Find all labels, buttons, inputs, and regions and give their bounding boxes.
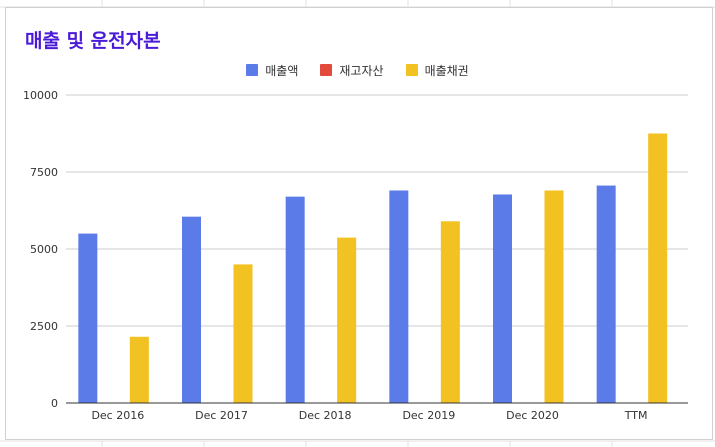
bar-sales[interactable] bbox=[182, 216, 201, 403]
legend-swatch-inventory bbox=[320, 64, 333, 76]
bar-receivables[interactable] bbox=[648, 133, 668, 404]
bar-sales[interactable] bbox=[285, 196, 305, 403]
legend-item-sales[interactable]: 매출액 bbox=[246, 62, 298, 79]
chart-card[interactable] bbox=[5, 7, 713, 440]
y-tick-label: 2500 bbox=[30, 320, 58, 333]
bar-sales[interactable] bbox=[493, 194, 512, 403]
y-tick-label: 10000 bbox=[23, 89, 58, 102]
x-tick-label: TTM bbox=[624, 409, 648, 422]
y-tick-label: 5000 bbox=[30, 243, 58, 256]
bar-receivables[interactable] bbox=[337, 237, 357, 403]
bar-receivables[interactable] bbox=[129, 336, 149, 403]
bar-receivables[interactable] bbox=[233, 264, 253, 403]
x-tick-label: Dec 2016 bbox=[91, 409, 144, 422]
bar-receivables[interactable] bbox=[440, 221, 460, 403]
legend-label-sales: 매출액 bbox=[265, 63, 299, 78]
x-tick-label: Dec 2020 bbox=[506, 409, 559, 422]
legend-swatch-sales bbox=[246, 64, 259, 76]
x-tick-label: Dec 2018 bbox=[299, 409, 352, 422]
legend-label-receivables: 매출채권 bbox=[424, 63, 469, 78]
legend-label-inventory: 재고자산 bbox=[339, 63, 384, 78]
y-tick-label: 7500 bbox=[30, 166, 58, 179]
bar-sales[interactable] bbox=[78, 233, 98, 403]
chart-legend: 매출액 재고자산 매출채권 bbox=[0, 61, 715, 79]
legend-swatch-receivables bbox=[405, 64, 418, 76]
chart-title: 매출 및 운전자본 bbox=[25, 30, 161, 52]
y-tick-label: 0 bbox=[51, 397, 58, 410]
legend-item-receivables[interactable]: 매출채권 bbox=[405, 62, 469, 79]
bar-sales[interactable] bbox=[389, 190, 409, 403]
bar-sales[interactable] bbox=[596, 185, 616, 403]
x-tick-label: Dec 2017 bbox=[195, 409, 248, 422]
x-tick-label: Dec 2019 bbox=[402, 409, 455, 422]
bar-receivables[interactable] bbox=[544, 190, 564, 403]
legend-item-inventory[interactable]: 재고자산 bbox=[320, 62, 384, 79]
